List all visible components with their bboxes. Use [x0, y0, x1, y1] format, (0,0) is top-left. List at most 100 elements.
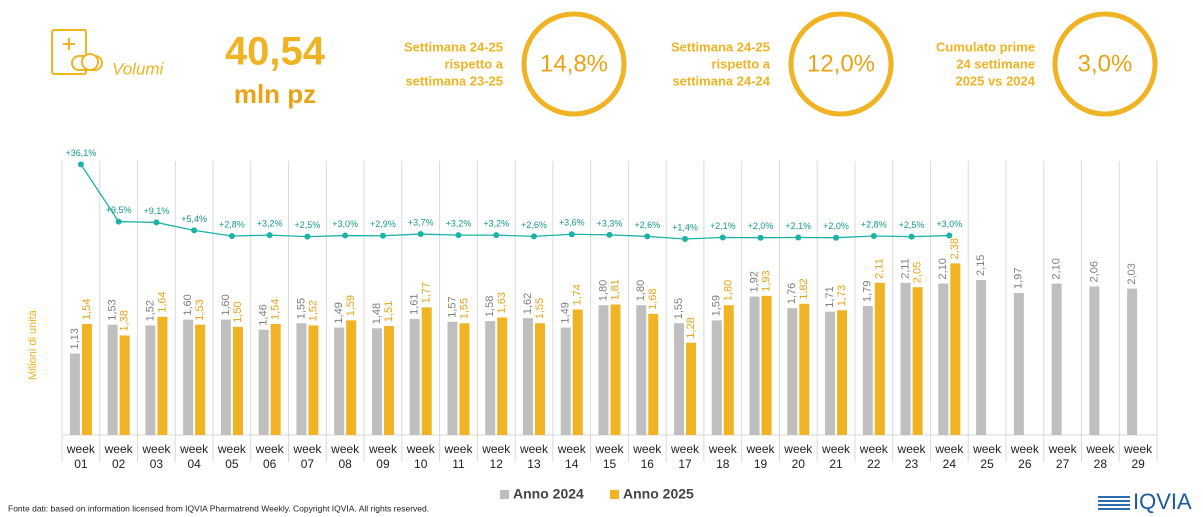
- kpi-value: 12,0%: [807, 50, 875, 77]
- x-tick-label: week 05: [217, 442, 247, 471]
- bar: [610, 304, 621, 435]
- bar: [648, 313, 659, 435]
- growth-label: +2,0%: [748, 221, 774, 231]
- bar: [787, 308, 798, 435]
- growth-label: +2,0%: [823, 221, 849, 231]
- bar-value-label: 2,05: [911, 262, 923, 283]
- kpi-caption: Settimana 24-25: [671, 39, 770, 54]
- growth-label: +2,5%: [295, 220, 321, 230]
- growth-point: [228, 232, 235, 239]
- volume-label: Volumi: [112, 59, 165, 78]
- growth-label: +3,0%: [936, 219, 962, 229]
- bar-value-label: 1,50: [232, 301, 244, 322]
- growth-label: +1,4%: [672, 222, 698, 232]
- growth-line: [80, 164, 950, 240]
- x-tick-label: week 25: [972, 442, 1002, 471]
- x-tick-label: week 01: [66, 442, 96, 471]
- bar-value-label: 1,64: [156, 291, 168, 312]
- x-tick-label: week 21: [821, 442, 851, 471]
- kpi-caption: Cumulato prime: [936, 39, 1035, 54]
- bar-value-label: 1,59: [345, 295, 357, 316]
- bar-value-label: 2,10: [937, 258, 949, 279]
- x-tick-label: week 11: [443, 442, 473, 471]
- growth-label: +2,1%: [785, 221, 811, 231]
- bar: [459, 323, 470, 435]
- growth-point: [946, 232, 953, 239]
- bar: [837, 310, 848, 435]
- legend-swatch: [610, 490, 619, 499]
- x-tick-label: week 13: [519, 442, 549, 471]
- source-note: Fonte dati: based on information license…: [8, 503, 429, 513]
- bar: [636, 305, 647, 435]
- bar: [522, 318, 533, 435]
- growth-label: +2,9%: [370, 219, 396, 229]
- bar: [1127, 288, 1138, 435]
- bar: [447, 321, 458, 435]
- bar-value-label: 1,59: [711, 295, 723, 316]
- bar-value-label: 1,51: [383, 301, 395, 322]
- growth-point: [644, 233, 651, 240]
- growth-label: +2,6%: [634, 220, 660, 230]
- bar: [749, 296, 760, 435]
- growth-point: [719, 234, 726, 241]
- bar: [1089, 286, 1100, 435]
- bar-value-label: 1,80: [635, 280, 647, 301]
- x-tick-label: week 15: [594, 442, 624, 471]
- bar-value-label: 2,03: [1126, 263, 1138, 284]
- kpi-caption: settimana 23-25: [405, 73, 503, 88]
- bar: [157, 316, 168, 435]
- x-tick-label: week 22: [859, 442, 889, 471]
- bar-value-label: 1,63: [496, 292, 508, 313]
- bar-value-label: 1,57: [446, 296, 458, 317]
- bar: [761, 295, 772, 435]
- bar: [220, 319, 231, 435]
- growth-point: [191, 227, 198, 234]
- bar: [938, 283, 949, 435]
- bar-value-label: 1,58: [484, 296, 496, 317]
- bar: [862, 305, 873, 435]
- bar-value-label: 1,53: [107, 299, 119, 320]
- growth-point: [77, 161, 84, 168]
- kpi-ring: [521, 11, 627, 117]
- bar: [195, 324, 206, 435]
- x-tick-label: week 09: [368, 442, 398, 471]
- bar-value-label: 1,79: [862, 281, 874, 302]
- bar: [183, 319, 194, 435]
- bar-value-label: 2,38: [949, 238, 961, 259]
- bar: [371, 328, 382, 435]
- bar-value-label: 1,82: [798, 278, 810, 299]
- kpi-caption: 24 settimane: [956, 56, 1035, 71]
- bar: [145, 325, 156, 435]
- growth-point: [795, 234, 802, 241]
- bar: [572, 309, 583, 435]
- growth-label: +2,6%: [521, 220, 547, 230]
- bar: [258, 329, 269, 435]
- x-tick-label: week 17: [670, 442, 700, 471]
- growth-point: [568, 231, 575, 238]
- bar-value-label: 2,06: [1088, 261, 1100, 282]
- bar-value-label: 1,49: [333, 302, 345, 323]
- bar-value-label: 2,15: [975, 255, 987, 276]
- bar-value-label: 1,48: [371, 303, 383, 324]
- x-tick-label: week 23: [897, 442, 927, 471]
- legend-label: Anno 2025: [623, 486, 694, 502]
- y-axis-label: Milioni di unità: [27, 309, 39, 380]
- kpi-caption: rispetto a: [711, 56, 770, 71]
- bar-value-label: 1,80: [597, 280, 609, 301]
- growth-label: +3,2%: [257, 218, 283, 228]
- growth-point: [266, 232, 273, 239]
- bar-value-label: 1,74: [572, 284, 584, 305]
- growth-label: +5,4%: [181, 214, 207, 224]
- x-tick-label: week 24: [934, 442, 964, 471]
- x-tick-label: week 14: [557, 442, 587, 471]
- bar: [799, 303, 810, 435]
- growth-label: +3,7%: [408, 217, 434, 227]
- x-tick-label: week 06: [255, 442, 285, 471]
- growth-label: +9,5%: [106, 205, 132, 215]
- bar-value-label: 1,54: [81, 299, 93, 320]
- bar: [723, 305, 734, 435]
- bar-value-label: 2,10: [1051, 258, 1063, 279]
- bar-value-label: 1,13: [69, 328, 81, 349]
- bar-value-label: 1,28: [685, 317, 697, 338]
